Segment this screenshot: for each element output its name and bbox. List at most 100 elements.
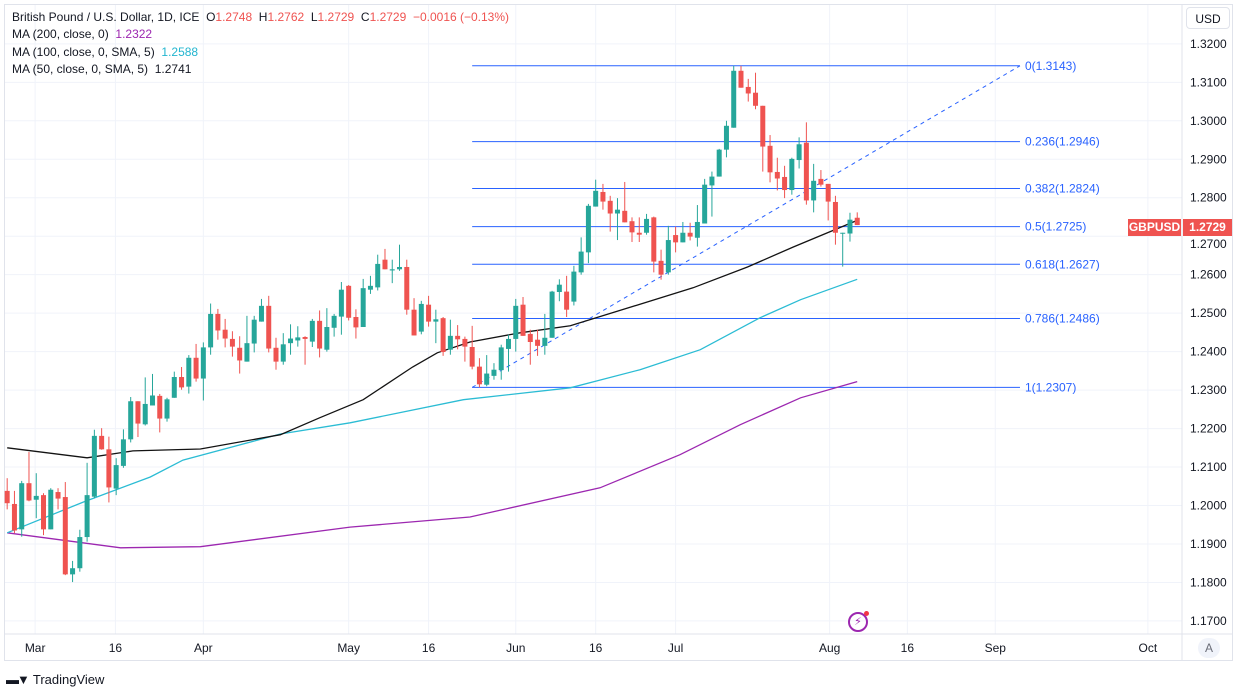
moving-averages	[6, 219, 858, 549]
symbol-legend-row[interactable]: British Pound / U.S. Dollar, 1D, ICE O1.…	[12, 9, 509, 26]
candle-body	[760, 105, 766, 147]
candle-body	[244, 343, 250, 362]
candle-up	[491, 363, 497, 380]
fib-trend-line[interactable]	[471, 65, 1021, 388]
high-label: H	[258, 10, 268, 24]
candle-down	[753, 72, 759, 110]
candle-down	[99, 428, 105, 450]
candle-body	[651, 217, 657, 262]
candle-body	[404, 266, 410, 310]
ma50-label: MA (50, close, 0, SMA, 5)	[12, 61, 149, 76]
candle-down	[346, 285, 352, 321]
price-tick-label: 1.2200	[1190, 422, 1227, 436]
candle-up	[702, 178, 708, 224]
candle-up	[644, 213, 650, 235]
lightning-event-icon[interactable]: ⚡	[848, 611, 869, 632]
ma50-line	[7, 219, 858, 459]
candle-body	[440, 318, 446, 353]
candle-body	[505, 338, 511, 349]
chart-panel	[4, 4, 1233, 661]
candle-body	[665, 240, 671, 273]
candle-body	[753, 92, 759, 106]
candle-body	[397, 266, 403, 270]
candle-down	[440, 316, 446, 356]
candle-body	[288, 338, 294, 344]
candle-up	[91, 429, 97, 499]
candle-up	[171, 371, 177, 398]
price-axis[interactable]: 1.3200 1.3100 1.3000 1.2900 1.2800 1.2700 1.26…	[1190, 37, 1227, 628]
candle-up	[77, 529, 83, 572]
candle-body	[694, 221, 700, 238]
candle-up	[295, 326, 301, 347]
candle-down	[62, 482, 68, 576]
candle-up	[397, 244, 403, 271]
notification-dot	[864, 611, 869, 616]
candle-body	[614, 209, 620, 214]
price-tick-label: 1.2700	[1190, 237, 1227, 251]
candle-body	[142, 403, 148, 425]
candle-body	[106, 449, 112, 488]
candle-body	[556, 284, 562, 292]
candle-body	[578, 251, 584, 273]
fib-level-label: 0.382(1.2824)	[1025, 182, 1100, 196]
auto-scale-button[interactable]: A	[1198, 638, 1220, 658]
candle-down	[600, 183, 606, 210]
candle-body	[476, 366, 482, 385]
fibonacci-retracement: 0(1.3143) 0.236(1.2946) 0.382(1.2824) 0.5(1…	[471, 59, 1100, 394]
candle-body	[549, 291, 555, 338]
candle-body	[353, 316, 359, 328]
candle-up	[113, 458, 119, 496]
candle-body	[215, 313, 221, 331]
candle-body	[280, 344, 286, 362]
candle-down	[302, 336, 308, 365]
ma200-label: MA (200, close, 0)	[12, 27, 109, 42]
low-label: L	[310, 10, 318, 24]
candle-body	[629, 221, 635, 233]
candle-body	[825, 183, 831, 202]
price-tick-label: 1.2400	[1190, 345, 1227, 359]
candle-body	[266, 305, 272, 349]
candle-down	[651, 216, 657, 273]
candle-body	[251, 319, 257, 344]
candle-down	[527, 329, 533, 365]
candle-body	[171, 377, 177, 398]
candle-body	[317, 320, 323, 349]
candle-down	[687, 222, 693, 241]
candle-up	[665, 225, 671, 275]
close-value: 1.2729	[369, 10, 407, 24]
candle-body	[782, 176, 788, 191]
candle-body	[789, 158, 795, 191]
candle-body	[455, 335, 461, 340]
candle-body	[324, 327, 330, 350]
price-tick-label: 1.3100	[1190, 75, 1227, 89]
ma100-legend[interactable]: MA (100, close, 0, SMA, 5) 1.2588	[12, 44, 509, 61]
candle-body	[157, 395, 163, 419]
currency-button[interactable]: USD	[1186, 7, 1230, 29]
candle-up	[571, 265, 577, 306]
candle-down	[629, 217, 635, 242]
candle-down	[411, 298, 417, 336]
ma200-legend[interactable]: MA (200, close, 0) 1.2322	[12, 26, 509, 43]
ma50-legend[interactable]: MA (50, close, 0, SMA, 5) 1.2741	[12, 61, 509, 78]
time-axis[interactable]: Mar 16 Apr May 16 Jun 16 Jul Aug 16 Sep Oct	[25, 641, 1158, 655]
candles	[4, 65, 860, 583]
candle-body	[593, 190, 599, 207]
time-tick-label: Jun	[506, 641, 525, 655]
candle-body	[302, 337, 308, 339]
candle-up	[200, 342, 206, 401]
tradingview-brand[interactable]: ▬▼ TradingView	[6, 672, 104, 687]
candle-down	[229, 331, 235, 357]
candle-body	[237, 347, 243, 361]
time-tick-label: Apr	[194, 641, 213, 655]
candle-body	[796, 144, 802, 161]
candle-up	[84, 462, 90, 542]
candle-up	[513, 298, 519, 352]
candle-down	[520, 296, 526, 336]
candle-down	[760, 105, 766, 172]
candle-body	[462, 338, 468, 347]
candle-body	[535, 339, 541, 346]
candle-down	[476, 358, 482, 388]
candle-up	[360, 278, 366, 328]
fib-level-label: 0.236(1.2946)	[1025, 135, 1100, 149]
